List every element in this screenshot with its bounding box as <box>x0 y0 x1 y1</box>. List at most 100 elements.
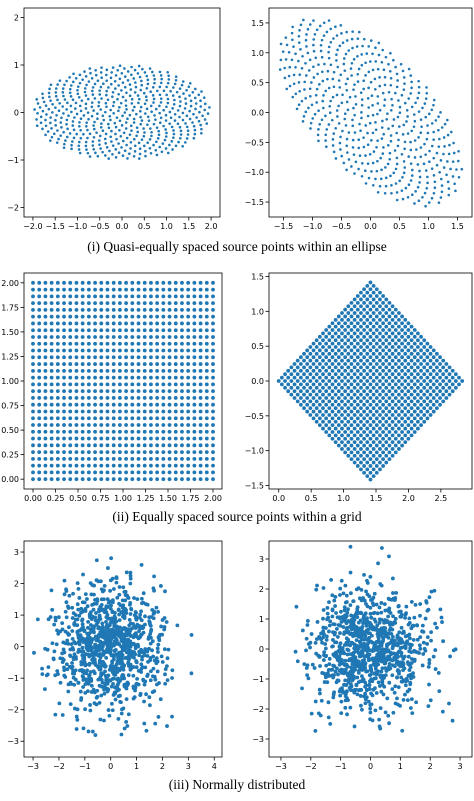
scatter-point <box>136 682 141 687</box>
scatter-point <box>378 385 382 390</box>
scatter-point <box>99 335 104 339</box>
scatter-point <box>359 338 363 343</box>
scatter-point <box>360 98 364 101</box>
scatter-point <box>65 667 70 672</box>
scatter-point <box>121 95 125 99</box>
scatter-point <box>374 314 379 319</box>
scatter-point <box>400 341 404 346</box>
y-tick-label: 0.0 <box>251 377 264 386</box>
scatter-point <box>126 647 131 652</box>
scatter-point <box>117 92 120 96</box>
scatter-point <box>398 179 402 183</box>
scatter-point <box>343 307 348 312</box>
scatter-point <box>126 654 131 659</box>
scatter-point <box>409 338 414 343</box>
scatter-point <box>362 382 367 387</box>
scatter-point <box>167 321 172 326</box>
scatter-point <box>186 301 191 306</box>
scatter-point <box>317 655 322 659</box>
scatter-point <box>151 666 156 671</box>
scatter-point <box>381 348 385 353</box>
scatter-point <box>136 94 140 97</box>
scatter-point <box>394 167 398 171</box>
scatter-point <box>335 53 338 56</box>
scatter-point <box>324 348 329 353</box>
scatter-point <box>373 666 378 671</box>
scatter-point <box>298 402 303 407</box>
scatter-point <box>396 668 400 672</box>
scatter-point <box>199 99 202 102</box>
scatter-point <box>198 301 203 306</box>
scatter-point <box>49 362 54 366</box>
scatter-point <box>68 680 73 685</box>
scatter-point <box>279 58 283 62</box>
scatter-point <box>62 402 66 407</box>
scatter-point <box>86 328 91 333</box>
scatter-point <box>124 104 128 107</box>
scatter-point <box>192 463 197 468</box>
scatter-point <box>374 341 379 346</box>
scatter-point <box>370 626 374 631</box>
scatter-point <box>360 658 365 663</box>
scatter-point <box>31 348 35 353</box>
scatter-point <box>333 345 338 349</box>
scatter-point <box>371 399 376 404</box>
scatter-point <box>352 419 357 424</box>
scatter-point <box>336 396 341 400</box>
scatter-point <box>337 662 342 667</box>
scatter-point <box>392 642 397 647</box>
scatter-point <box>409 379 414 383</box>
scatter-point <box>117 151 121 154</box>
scatter-point <box>126 70 130 73</box>
scatter-point <box>186 328 191 333</box>
scatter-point <box>352 379 357 383</box>
scatter-point <box>149 90 152 94</box>
scatter-point <box>112 664 116 669</box>
scatter-point <box>110 140 113 143</box>
scatter-point <box>149 629 153 634</box>
scatter-point <box>102 584 107 588</box>
scatter-point <box>149 423 153 427</box>
scatter-point <box>118 77 122 81</box>
scatter-point <box>92 701 97 706</box>
scatter-point <box>163 672 167 677</box>
scatter-point <box>365 345 370 349</box>
scatter-point <box>73 706 77 711</box>
scatter-point <box>118 625 122 630</box>
scatter-point <box>142 287 147 292</box>
scatter-point <box>402 88 406 91</box>
scatter-point <box>371 379 376 383</box>
y-tick-label: 1.75 <box>1 303 19 312</box>
scatter-point <box>367 45 371 48</box>
scatter-point <box>211 362 215 366</box>
scatter-point <box>371 358 376 363</box>
caption-ellipse: (i) Quasi-equally spaced source points w… <box>87 239 387 254</box>
scatter-point <box>37 328 42 333</box>
scatter-point <box>362 430 367 434</box>
scatter-point <box>114 580 119 585</box>
scatter-point <box>84 94 88 97</box>
scatter-point <box>173 375 178 380</box>
scatter-point <box>387 409 392 414</box>
scatter-point <box>298 89 301 93</box>
scatter-point <box>189 633 194 637</box>
scatter-point <box>330 362 335 366</box>
scatter-point <box>173 450 178 454</box>
scatter-point <box>86 287 91 292</box>
scatter-point <box>420 125 423 129</box>
scatter-point <box>73 641 78 646</box>
scatter-point <box>444 389 449 394</box>
scatter-point <box>390 317 395 322</box>
scatter-point <box>55 396 60 400</box>
scatter-point <box>406 402 411 407</box>
scatter-point <box>326 668 331 672</box>
scatter-point <box>424 97 428 100</box>
scatter-point <box>74 429 79 434</box>
x-tick-label: −0.5 <box>332 222 351 231</box>
scatter-point <box>93 470 97 475</box>
scatter-point <box>116 717 121 721</box>
scatter-point <box>420 623 425 628</box>
scatter-point <box>336 341 341 346</box>
scatter-point <box>142 308 147 312</box>
scatter-point <box>283 66 286 70</box>
